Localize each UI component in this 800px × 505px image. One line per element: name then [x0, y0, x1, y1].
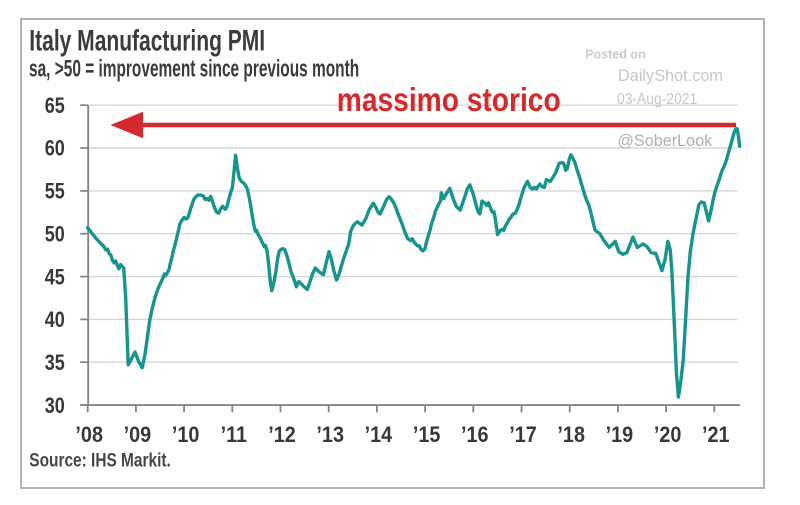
svg-text:’21: ’21	[702, 423, 730, 447]
svg-text:65: 65	[45, 94, 65, 118]
svg-text:60: 60	[45, 137, 65, 161]
svg-text:’17: ’17	[509, 423, 537, 447]
svg-text:@SoberLook: @SoberLook	[618, 132, 714, 150]
svg-text:’16: ’16	[461, 423, 489, 447]
svg-text:’18: ’18	[557, 423, 585, 447]
svg-text:sa, >50 = improvement since pr: sa, >50 = improvement since previous mon…	[29, 55, 359, 83]
svg-text:45: 45	[45, 266, 65, 290]
svg-text:’10: ’10	[172, 423, 200, 447]
svg-text:’15: ’15	[413, 423, 441, 447]
svg-text:Source: IHS Markit.: Source: IHS Markit.	[29, 449, 171, 471]
svg-text:55: 55	[45, 180, 65, 204]
svg-text:40: 40	[45, 308, 65, 332]
svg-text:Italy Manufacturing PMI: Italy Manufacturing PMI	[29, 25, 265, 57]
svg-text:03-Aug-2021: 03-Aug-2021	[617, 91, 697, 108]
svg-text:50: 50	[45, 223, 65, 247]
svg-text:’19: ’19	[606, 423, 634, 447]
svg-text:’12: ’12	[268, 423, 296, 447]
svg-text:30: 30	[45, 394, 65, 418]
svg-text:’11: ’11	[221, 423, 248, 447]
svg-text:massimo storico: massimo storico	[337, 81, 561, 119]
svg-text:’20: ’20	[654, 423, 682, 447]
svg-text:35: 35	[45, 351, 65, 375]
svg-text:DailyShot.com: DailyShot.com	[618, 67, 723, 85]
svg-text:’13: ’13	[316, 423, 344, 447]
svg-text:’08: ’08	[75, 423, 103, 447]
svg-text:’09: ’09	[124, 423, 152, 447]
svg-text:’14: ’14	[365, 423, 393, 447]
svg-text:Posted on: Posted on	[585, 47, 645, 61]
